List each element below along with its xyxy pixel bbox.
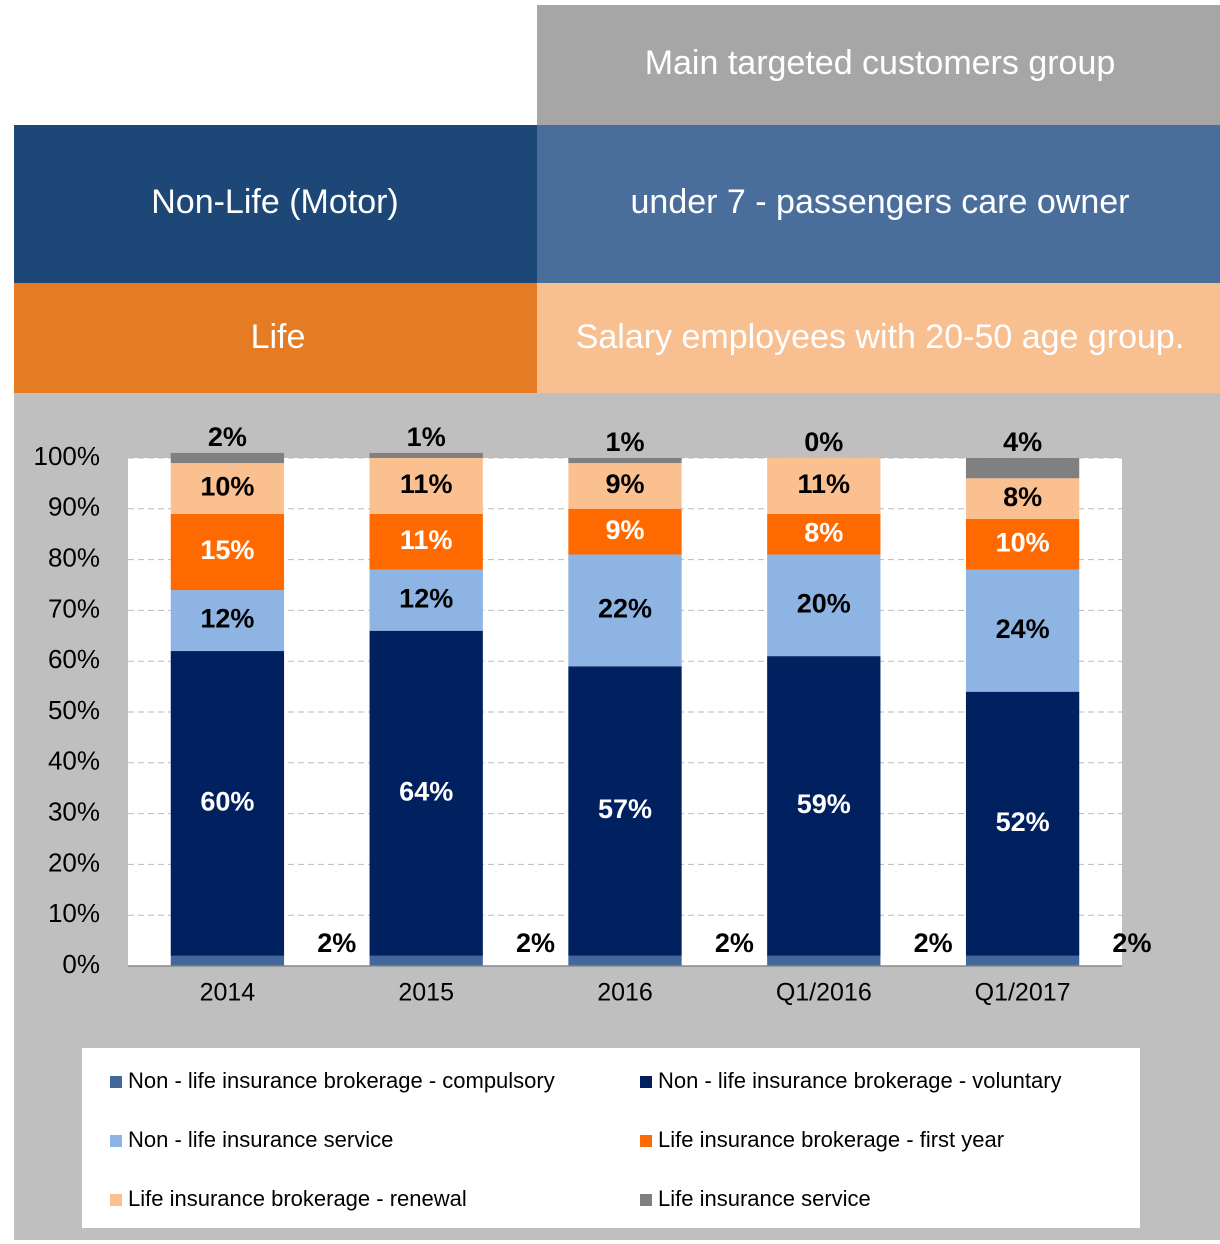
bar-segment [965,691,1080,956]
bar-segment [170,590,285,652]
y-tick-label: 60% [48,644,100,674]
x-tick-label: 2016 [597,979,653,1007]
data-label: 11% [400,525,453,555]
y-tick-label: 0% [62,949,100,979]
bar-segment [170,955,285,966]
data-label: 1% [605,427,644,457]
data-label: 22% [598,594,652,624]
row-text: Salary employees with 20-50 age group. [576,318,1185,356]
bar-segment [369,955,483,966]
row-cell [537,283,1220,393]
bar-segment [568,458,682,464]
bar-segment [965,569,1080,692]
data-label: 52% [996,807,1050,837]
data-label: 10% [996,527,1050,557]
legend-label: Non - life insurance service [128,1127,393,1152]
data-label: 10% [200,472,254,502]
y-tick-label: 40% [48,746,100,776]
bar-segment [369,569,483,631]
legend-swatch [640,1135,652,1147]
data-label: 8% [1003,482,1042,512]
data-label: 9% [605,515,644,545]
x-tick-label: Q1/2016 [776,979,872,1007]
data-label: 1% [407,422,446,452]
bar-segment [767,513,881,555]
data-label: 60% [200,787,254,817]
data-label: 24% [996,614,1050,644]
x-tick-label: 2014 [200,979,256,1007]
legend-swatch [110,1135,122,1147]
y-tick-label: 100% [34,441,101,471]
data-label: 0% [804,427,843,457]
row-cell [14,283,537,393]
legend-label: Non - life insurance brokerage - compuls… [128,1068,555,1093]
bar-segment [369,630,483,956]
data-label: 2% [516,928,555,958]
header-cell [537,5,1220,125]
header-text: Main targeted customers group [645,44,1116,82]
legend-label: Life insurance brokerage - renewal [128,1186,467,1211]
data-label: 57% [598,794,652,824]
data-label: 15% [200,535,254,565]
bar-segment [965,478,1080,519]
y-tick-label: 50% [48,695,100,725]
x-tick-label: 2015 [398,979,454,1007]
data-label: 9% [605,469,644,499]
row-cell [537,125,1220,283]
bar-segment [965,518,1080,570]
row-text: under 7 - passengers care owner [631,183,1130,221]
data-label: 59% [797,789,851,819]
legend-swatch [640,1194,652,1206]
data-label: 2% [914,928,953,958]
y-tick-label: 30% [48,796,100,826]
bar-segment [568,955,682,966]
data-label: 20% [797,588,851,618]
data-label: 2% [1112,928,1151,958]
bar-segment [965,458,1080,479]
bar-segment [568,666,682,956]
y-tick-label: 90% [48,492,100,522]
data-label: 64% [399,776,453,806]
bar-segment [767,656,881,956]
legend-swatch [110,1076,122,1088]
row-cell [14,125,537,283]
y-tick-label: 70% [48,593,100,623]
bar-segment [170,513,285,591]
bar-segment [568,554,682,667]
y-tick-label: 10% [48,898,100,928]
row-label: Non-Life (Motor) [151,183,399,221]
data-label: 12% [200,604,254,634]
bar-segment [767,554,881,657]
data-label: 4% [1003,427,1042,457]
bar-segment [568,463,682,509]
x-tick-label: Q1/2017 [975,979,1071,1007]
bar-segment [369,452,483,458]
row-label: Life [251,318,306,356]
data-label: 8% [804,517,843,547]
bar-segment [369,458,483,514]
legend-swatch [640,1076,652,1088]
bar-segment [170,463,285,514]
data-label: 12% [399,583,453,613]
bar-segment [170,452,285,464]
bar-segment [568,508,682,555]
bar-segment [767,955,881,966]
legend-label: Non - life insurance brokerage - volunta… [658,1068,1062,1093]
legend [82,1048,1140,1228]
data-label: 11% [798,469,851,499]
data-label: 2% [208,422,247,452]
legend-label: Life insurance brokerage - first year [658,1127,1004,1152]
legend-label: Life insurance service [658,1186,871,1211]
data-label: 2% [715,928,754,958]
data-label: 11% [400,469,453,499]
bar-segment [965,955,1080,966]
bar-segment [767,458,881,514]
legend-swatch [110,1194,122,1206]
bar-segment [369,513,483,570]
bar-segment [170,651,285,956]
y-tick-label: 20% [48,847,100,877]
data-label: 2% [317,928,356,958]
y-tick-label: 80% [48,542,100,572]
